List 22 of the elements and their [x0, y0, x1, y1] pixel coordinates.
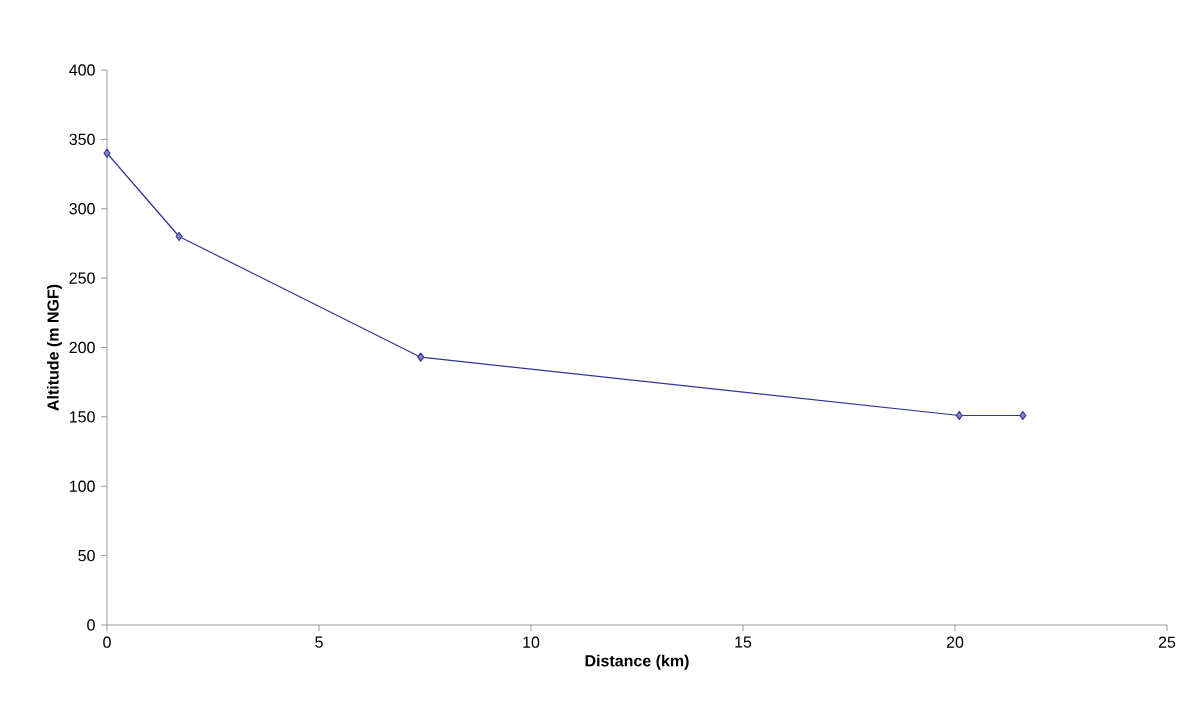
- point: [955, 410, 963, 421]
- x-tick-label: 20: [946, 636, 964, 648]
- y-tick-label: 0: [87, 619, 95, 631]
- x-axis-title: Distance (km): [585, 654, 689, 670]
- y-tick-label: 250: [69, 272, 95, 284]
- y-axis-title: Altitude (m NGF): [47, 284, 62, 411]
- y-tick-label: 400: [69, 64, 95, 76]
- y-tick-label: 200: [69, 341, 95, 354]
- point: [103, 148, 111, 158]
- x-tick-label: 10: [523, 636, 540, 648]
- x-tick-label: 5: [315, 636, 323, 648]
- y-tick-label: 100: [70, 480, 95, 492]
- x-tick-label: 15: [735, 636, 752, 648]
- point: [1019, 410, 1027, 421]
- y-tick-label: 50: [78, 549, 95, 562]
- y-tick-label: 150: [70, 411, 95, 423]
- y-tick-label: 350: [69, 133, 95, 146]
- x-tick-label: 0: [103, 636, 111, 648]
- point: [417, 352, 425, 362]
- y-tick-label: 300: [69, 203, 95, 215]
- point: [175, 231, 183, 242]
- x-tick-label: 25: [1158, 636, 1176, 648]
